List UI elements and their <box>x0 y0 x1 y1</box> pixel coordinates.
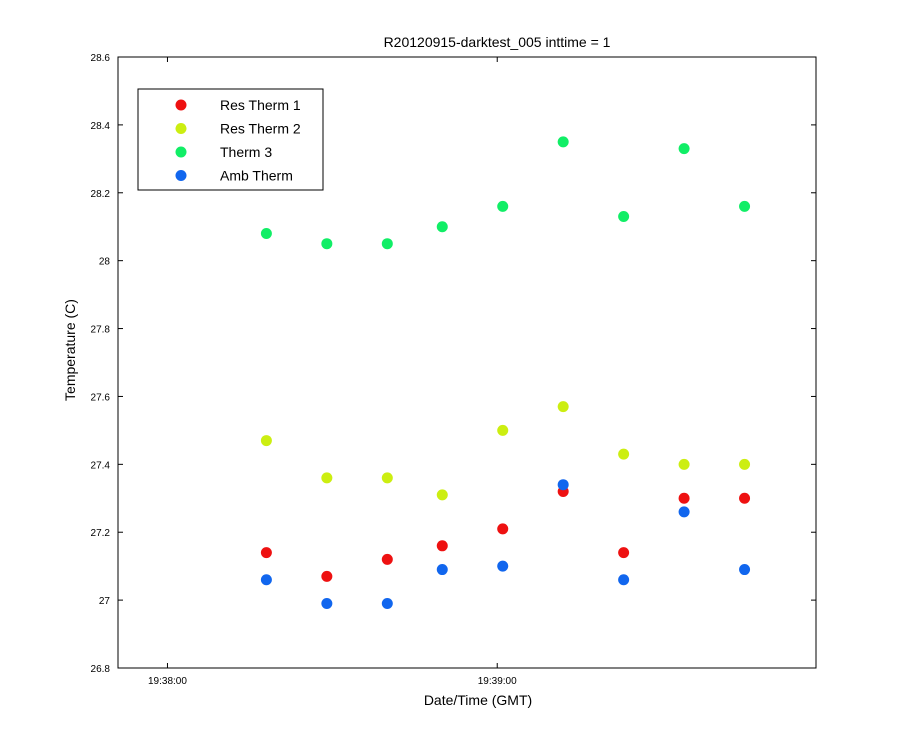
y-tick-label: 27.4 <box>91 460 111 471</box>
legend-marker <box>175 170 187 181</box>
y-tick-label: 27.6 <box>91 392 111 403</box>
data-point <box>260 435 272 447</box>
data-point <box>557 401 569 413</box>
data-point <box>497 560 509 572</box>
data-point <box>260 547 272 559</box>
data-points <box>260 136 751 610</box>
data-point <box>436 221 448 233</box>
series-therm-3 <box>260 136 751 250</box>
data-point <box>618 574 630 586</box>
series-res-therm-2 <box>260 401 751 501</box>
data-point <box>678 506 690 518</box>
data-point <box>436 489 448 501</box>
data-point <box>678 458 690 470</box>
data-point <box>381 472 393 484</box>
y-tick-label: 27 <box>99 596 111 607</box>
data-point <box>678 492 690 504</box>
data-point <box>436 540 448 552</box>
data-point <box>557 136 569 148</box>
data-point <box>497 200 509 212</box>
legend-label: Amb Therm <box>220 168 293 184</box>
chart-title: R20120915-darktest_005 inttime = 1 <box>384 34 611 50</box>
y-tick-label: 27.8 <box>91 325 111 336</box>
x-tick-label: 19:39:00 <box>478 676 517 687</box>
series-amb-therm <box>260 479 751 610</box>
y-tick-label: 28.2 <box>91 189 111 200</box>
data-point <box>321 238 333 250</box>
data-point <box>381 238 393 250</box>
y-tick-label: 26.8 <box>91 664 111 675</box>
y-tick-label: 28 <box>99 257 111 268</box>
legend-marker <box>175 146 187 158</box>
data-point <box>678 143 690 155</box>
data-point <box>381 553 393 565</box>
legend-marker <box>175 99 187 111</box>
data-point <box>497 424 509 436</box>
data-point <box>321 570 333 582</box>
data-point <box>739 564 751 576</box>
data-point <box>260 228 272 240</box>
y-axis-label: Temperature (C) <box>62 299 78 401</box>
legend-items: Res Therm 1 Res Therm 2 Therm 3 Amb Therm <box>175 97 301 184</box>
x-tick-label: 19:38:00 <box>148 676 187 687</box>
data-point <box>321 472 333 484</box>
data-point <box>436 564 448 576</box>
data-point <box>381 598 393 610</box>
legend-box <box>137 88 324 191</box>
data-point <box>739 458 751 470</box>
x-axis-ticks: 19:38:00 19:39:00 <box>148 57 517 687</box>
y-tick-label: 28.4 <box>91 121 111 132</box>
x-axis-label: Date/Time (GMT) <box>424 692 532 708</box>
data-point <box>321 598 333 610</box>
y-tick-label: 27.2 <box>91 528 111 539</box>
legend-label: Res Therm 2 <box>220 121 301 137</box>
y-tick-label: 28.6 <box>91 53 111 64</box>
data-point <box>497 523 509 535</box>
legend-label: Therm 3 <box>220 144 272 160</box>
legend-marker <box>175 123 187 134</box>
data-point <box>739 200 751 212</box>
legend: Res Therm 1 Res Therm 2 Therm 3 Amb Therm <box>137 88 324 191</box>
legend-label: Res Therm 1 <box>220 97 301 113</box>
data-point <box>557 479 569 491</box>
y-axis-ticks: 26.8 27 27.2 27.4 27.6 27.8 28 28.2 28.4 28.6 <box>91 53 816 675</box>
data-point <box>618 211 630 223</box>
data-point <box>739 492 751 504</box>
data-point <box>618 448 630 460</box>
data-point <box>618 547 630 559</box>
data-point <box>260 574 272 586</box>
